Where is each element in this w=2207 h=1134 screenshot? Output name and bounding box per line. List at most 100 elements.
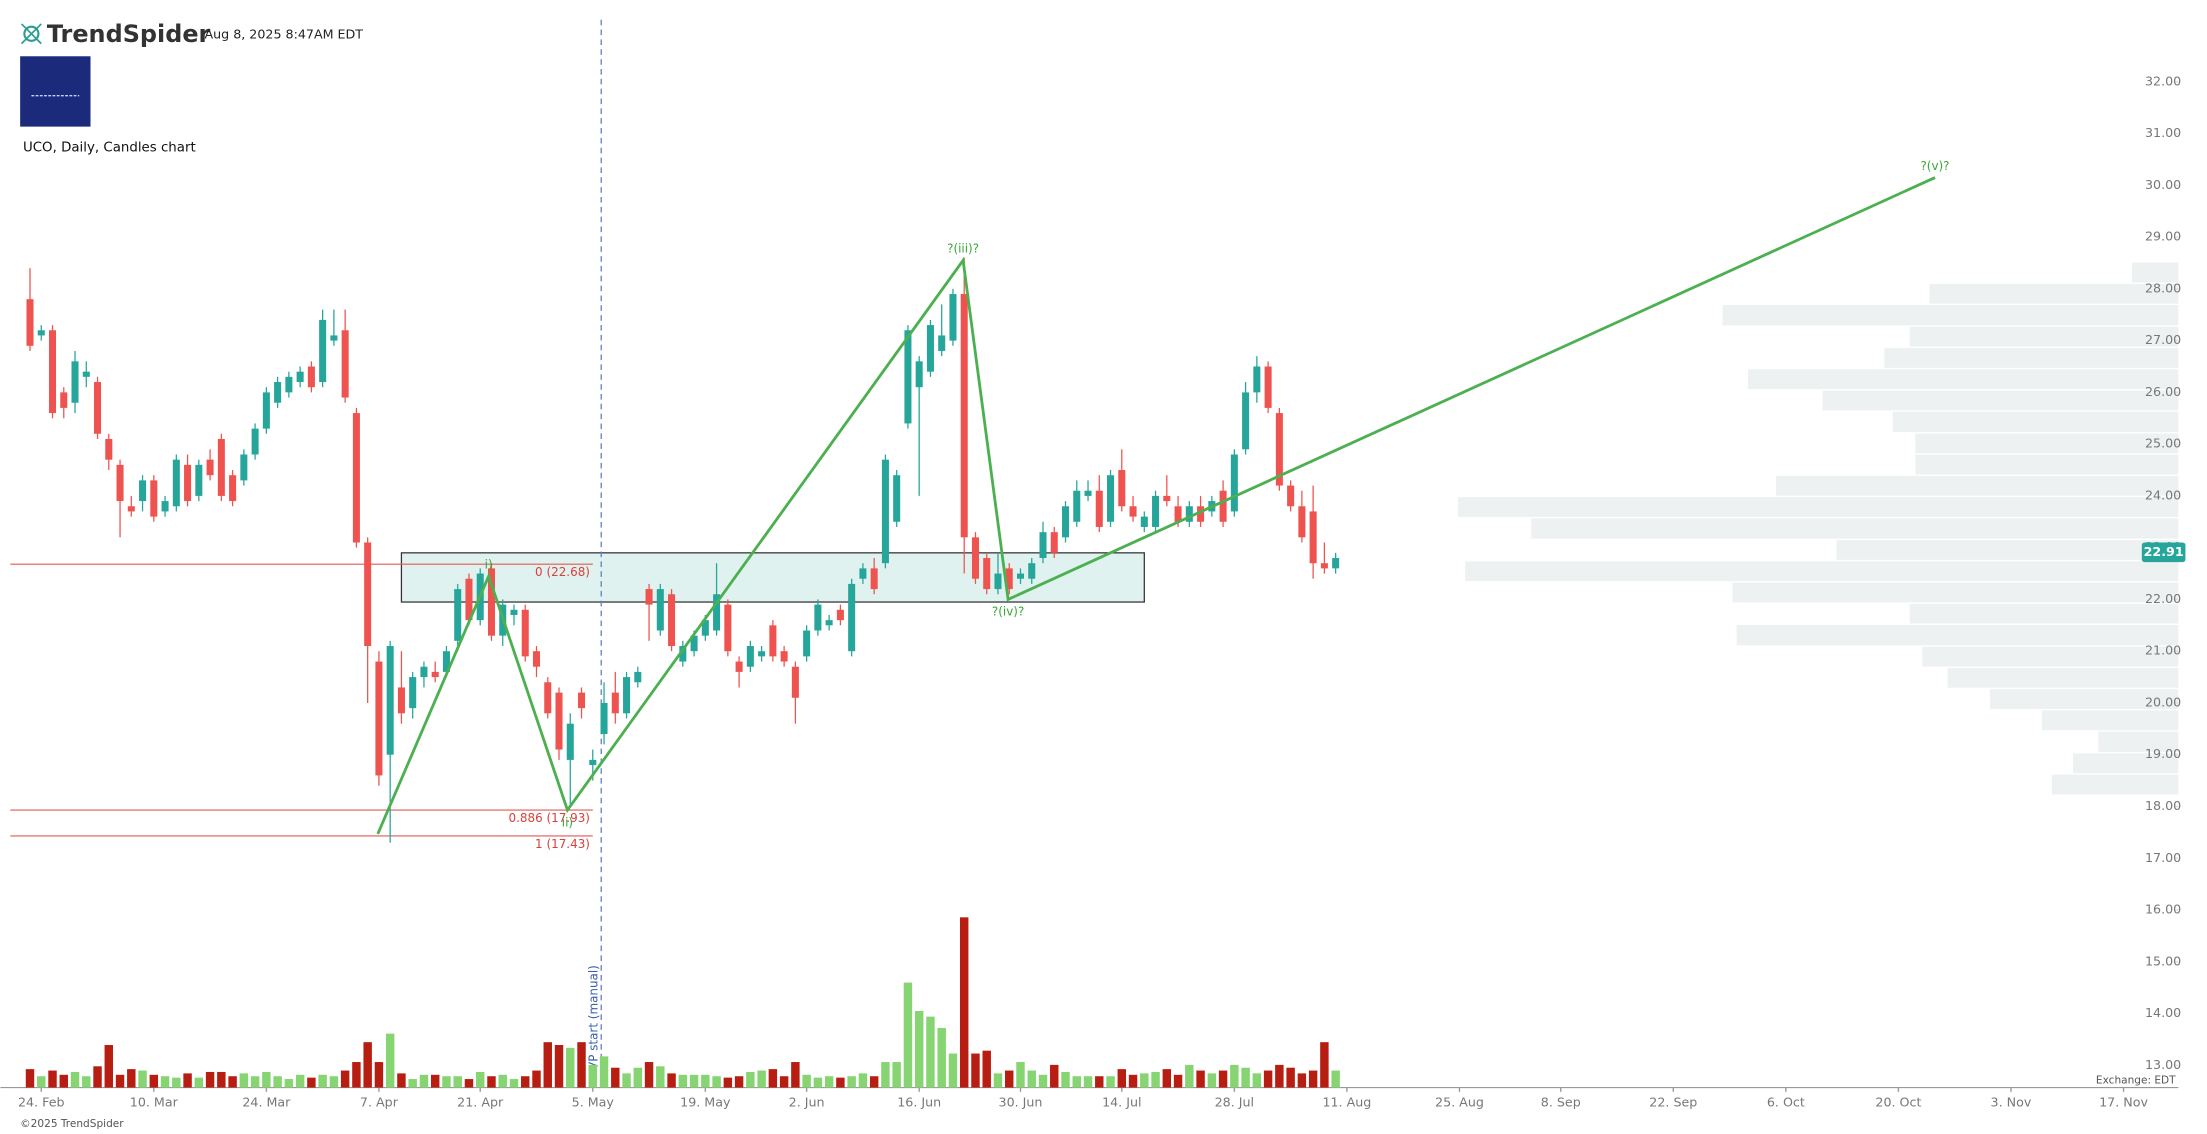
candle-body bbox=[578, 692, 586, 709]
volume-bar bbox=[1207, 1073, 1217, 1088]
volume-profile-bar bbox=[1909, 603, 2179, 624]
candle-body bbox=[758, 651, 766, 657]
candle-body bbox=[274, 382, 282, 403]
candle-body bbox=[1253, 366, 1261, 393]
candle-body bbox=[1219, 490, 1227, 522]
candle-body bbox=[611, 692, 619, 714]
candle-body bbox=[1005, 568, 1013, 590]
volume-bar bbox=[442, 1076, 451, 1088]
y-tick-label: 14.00 bbox=[2145, 1005, 2181, 1020]
candle-body bbox=[82, 371, 90, 377]
x-tick-label: 24. Feb bbox=[18, 1095, 65, 1110]
volume-bar bbox=[498, 1074, 507, 1088]
volume-bar bbox=[869, 1076, 879, 1088]
volume-bar bbox=[667, 1073, 676, 1088]
volume-bar bbox=[768, 1069, 778, 1088]
candle-body bbox=[1320, 563, 1328, 569]
volume-bar bbox=[1151, 1071, 1160, 1088]
volume-bar bbox=[824, 1076, 834, 1088]
x-tick-label: 10. Mar bbox=[130, 1095, 179, 1110]
candle-body bbox=[1061, 506, 1070, 538]
volume-bar bbox=[340, 1070, 350, 1088]
volume-bar bbox=[1263, 1070, 1273, 1088]
candle-body bbox=[1298, 506, 1306, 538]
volume-bar bbox=[1162, 1069, 1172, 1088]
candle-body bbox=[600, 702, 608, 735]
volume-bar bbox=[183, 1073, 192, 1088]
candle-body bbox=[938, 335, 946, 351]
candle-body bbox=[532, 651, 541, 667]
brand-name: TrendSpider bbox=[47, 20, 211, 48]
volume-bar bbox=[622, 1073, 631, 1088]
volume-profile-bar bbox=[2051, 774, 2179, 795]
candle-body bbox=[983, 558, 991, 590]
volume-profile-bar bbox=[1747, 369, 2179, 390]
x-tick-label: 11. Aug bbox=[1322, 1095, 1371, 1110]
volume-bar bbox=[1241, 1067, 1250, 1088]
volume-bar bbox=[284, 1079, 294, 1088]
volume-bar bbox=[712, 1076, 721, 1088]
volume-bar bbox=[408, 1079, 417, 1088]
candle-body bbox=[1039, 532, 1047, 559]
candle-body bbox=[161, 501, 169, 512]
candle-body bbox=[1185, 506, 1193, 522]
volume-bar bbox=[633, 1067, 643, 1088]
candle-body bbox=[904, 330, 912, 424]
volume-bar bbox=[993, 1073, 1003, 1088]
y-tick-label: 26.00 bbox=[2145, 384, 2181, 399]
volume-bar bbox=[127, 1069, 136, 1088]
candle-body bbox=[386, 646, 394, 755]
volume-profile-bar bbox=[1909, 326, 2179, 347]
vp-start-label: VP start (manual) bbox=[587, 965, 601, 1070]
y-tick-label: 21.00 bbox=[2145, 643, 2181, 658]
candle-body bbox=[1287, 485, 1295, 507]
candle-body bbox=[780, 651, 788, 662]
volume-profile-bar bbox=[1884, 348, 2179, 368]
candle-body bbox=[881, 459, 889, 564]
x-tick-label: 16. Jun bbox=[897, 1095, 941, 1110]
volume-profile-bar bbox=[1892, 411, 2179, 433]
y-tick-label: 24.00 bbox=[2145, 487, 2181, 502]
volume-profile-bar bbox=[1922, 646, 2179, 667]
candle-body bbox=[1050, 532, 1058, 553]
volume-bar bbox=[588, 1064, 597, 1088]
volume-bar bbox=[37, 1076, 46, 1088]
volume-bar bbox=[1016, 1062, 1025, 1088]
candle-body bbox=[409, 677, 417, 709]
candle-body bbox=[139, 480, 147, 502]
candle-body bbox=[848, 583, 856, 652]
candle-body bbox=[420, 666, 428, 678]
volume-bar bbox=[1230, 1064, 1239, 1088]
candle-body bbox=[1016, 573, 1025, 579]
candle-body bbox=[195, 464, 203, 496]
volume-bar bbox=[611, 1067, 620, 1088]
volume-bar bbox=[1117, 1069, 1127, 1088]
candle-body bbox=[1107, 475, 1115, 522]
volume-bar bbox=[1275, 1064, 1284, 1088]
volume-bar bbox=[430, 1074, 440, 1088]
volume-bar bbox=[982, 1050, 991, 1088]
volume-bar bbox=[1297, 1073, 1307, 1088]
x-tick-label: 8. Sep bbox=[1541, 1095, 1581, 1110]
volume-bar bbox=[25, 1069, 35, 1088]
candle-body bbox=[341, 330, 349, 398]
volume-bar bbox=[791, 1062, 800, 1088]
last-price-tag bbox=[2141, 542, 2186, 563]
y-tick-label: 13.00 bbox=[2145, 1057, 2181, 1072]
volume-bar bbox=[802, 1074, 811, 1088]
y-tick-label: 17.00 bbox=[2145, 850, 2181, 865]
candle-body bbox=[172, 459, 180, 507]
volume-bar bbox=[1196, 1070, 1205, 1088]
volume-bar bbox=[566, 1047, 575, 1088]
volume-bar bbox=[757, 1070, 766, 1088]
volume-profile-bar bbox=[1776, 475, 2179, 496]
volume-bar bbox=[543, 1042, 552, 1088]
candle-body bbox=[521, 609, 529, 657]
volume-bar bbox=[250, 1076, 260, 1088]
volume-bar bbox=[228, 1076, 237, 1088]
volume-profile-bar bbox=[2041, 710, 2179, 731]
candle-body bbox=[859, 568, 867, 579]
volume-bar bbox=[70, 1071, 80, 1088]
volume-bar bbox=[1061, 1071, 1070, 1088]
volume-bar bbox=[59, 1074, 68, 1088]
